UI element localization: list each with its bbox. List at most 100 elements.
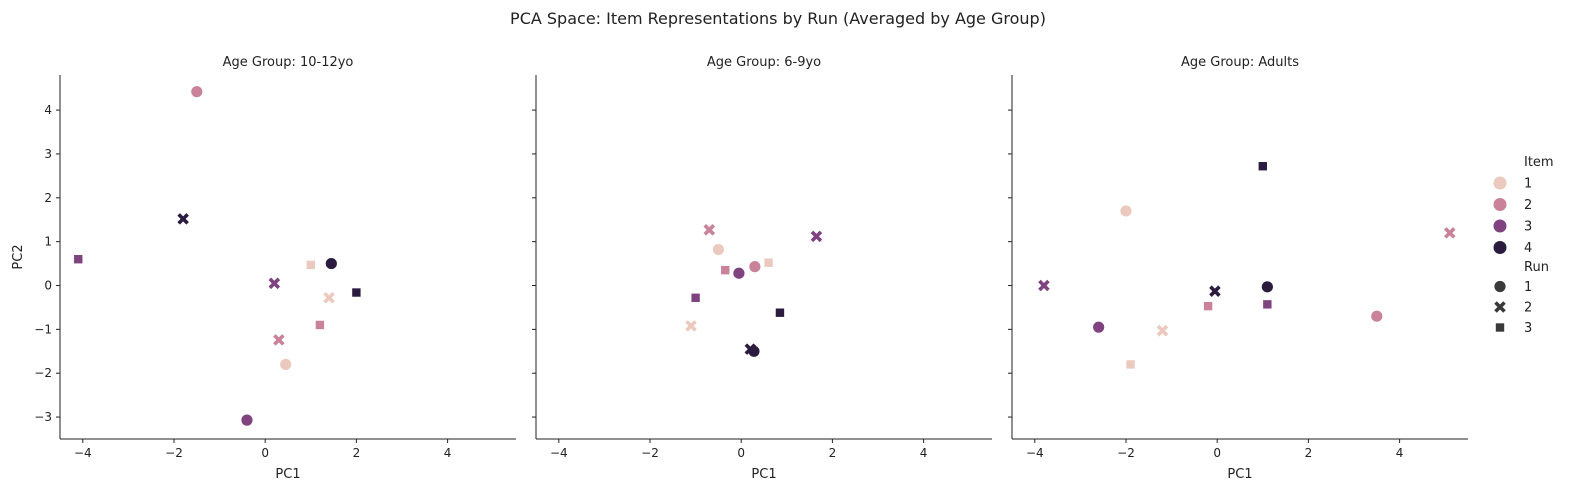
y-tick-label: −3 <box>34 410 52 424</box>
data-point-item4-run2 <box>177 213 189 225</box>
panel-3: Age Group: Adults −4 −2 0 2 4 PC1 <box>1008 55 1468 482</box>
legend-item-label: 4 <box>1524 241 1532 256</box>
legend-item-swatch <box>1493 176 1507 190</box>
legend-run-marker <box>1493 280 1507 293</box>
legend: Item 1 2 3 4 Run 1 2 3 <box>1493 155 1554 336</box>
data-point-item4-run3 <box>775 307 785 318</box>
figure-title: PCA Space: Item Representations by Run (… <box>510 9 1046 28</box>
data-point-item3-run2 <box>268 277 281 290</box>
data-point-item1-run1 <box>279 358 293 371</box>
x-tick-label: 4 <box>444 446 452 460</box>
y-tick-label: 0 <box>44 279 52 293</box>
data-point-item4-run2 <box>1209 285 1221 297</box>
data-point-item3-run3 <box>690 292 701 303</box>
data-point-item3-run1 <box>1092 320 1106 334</box>
x-tick-label: 2 <box>353 446 361 460</box>
x-tick-label: 0 <box>1213 446 1221 460</box>
y-axis-label: PC2 <box>11 244 26 269</box>
data-point-item4-run3 <box>1258 161 1268 172</box>
x-tick-label: 2 <box>829 446 837 460</box>
data-point-item3-run1 <box>240 413 254 427</box>
data-point-item2-run3 <box>1203 301 1213 311</box>
legend-run-marker <box>1495 322 1505 333</box>
data-point-item1-run2-stroke-b <box>685 320 697 332</box>
data-point-item4-run2-stroke-b <box>1209 285 1221 297</box>
data-point-item1-run2-stroke-b <box>1156 324 1169 337</box>
y-tick-label: 4 <box>44 103 52 117</box>
y-tick-label: 3 <box>44 147 52 161</box>
x-axis-label: PC1 <box>1227 467 1252 482</box>
data-point-item4-run2-stroke-b <box>177 213 189 225</box>
data-point-item4-run2-stroke-b <box>744 343 757 355</box>
x-tick-label: −2 <box>641 446 659 460</box>
x-tick-label: 0 <box>261 446 269 460</box>
legend-item-swatch <box>1493 219 1507 233</box>
x-axis-label: PC1 <box>751 467 776 482</box>
data-point-item3-run2-stroke-b <box>1038 279 1050 292</box>
data-point-item2-run2 <box>703 224 716 236</box>
legend-run-label: 1 <box>1524 280 1532 295</box>
data-point-item1-run1 <box>1119 204 1133 218</box>
data-point-item4-run2 <box>744 343 757 355</box>
data-point-item1-run3 <box>763 257 774 268</box>
data-point-item3-run2 <box>810 230 823 243</box>
data-point-item2-run1 <box>748 260 762 274</box>
data-point-item1-run3 <box>1125 359 1136 370</box>
x-axis-label: PC1 <box>275 467 300 482</box>
data-point-item3-run1 <box>732 266 746 280</box>
data-point-item1-run1 <box>712 243 725 256</box>
x-tick-label: 2 <box>1305 446 1313 460</box>
data-point-item2-run2-stroke-b <box>1443 227 1456 239</box>
legend-item-label: 3 <box>1524 220 1532 235</box>
y-tick-label: −2 <box>34 366 52 380</box>
data-point-item1-run2 <box>323 292 335 304</box>
legend-item-title: Item <box>1524 155 1554 170</box>
data-points <box>1038 161 1456 370</box>
x-tick-label: 4 <box>920 446 928 460</box>
data-point-item2-run2-stroke-b <box>273 334 285 346</box>
x-tick-label: −4 <box>74 446 92 460</box>
x-tick-label: −4 <box>1026 446 1044 460</box>
data-points <box>685 224 823 358</box>
panel-title: Age Group: Adults <box>1181 55 1299 70</box>
y-tick-label: 1 <box>44 235 52 249</box>
panel-2: Age Group: 6-9yo −4 −2 0 2 4 PC1 <box>532 55 992 482</box>
data-point-item2-run1 <box>190 85 204 99</box>
data-point-item4-run3 <box>351 287 362 298</box>
data-point-item2-run3 <box>720 265 731 275</box>
data-point-item4-run1 <box>324 257 338 270</box>
data-point-item4-run1 <box>1260 280 1274 294</box>
legend-run-marker-stroke-b <box>1494 301 1506 313</box>
legend-item-swatch <box>1493 241 1507 254</box>
data-point-item3-run2-stroke-b <box>810 230 823 243</box>
panel-title: Age Group: 10-12yo <box>223 55 354 70</box>
data-point-item2-run2 <box>273 334 285 346</box>
panel-1: Age Group: 10-12yo −4 −2 0 2 4 −3 −2 −1 0 1 2 3 4 PC1 P… <box>11 55 516 482</box>
legend-run-label: 2 <box>1524 301 1532 316</box>
legend-item-label: 2 <box>1524 198 1532 213</box>
x-tick-label: −2 <box>165 446 183 460</box>
data-point-item2-run2-stroke-b <box>703 224 716 236</box>
x-tick-label: 0 <box>737 446 745 460</box>
data-point-item2-run3 <box>315 320 325 330</box>
y-tick-label: 2 <box>44 191 52 205</box>
data-point-item1-run3 <box>305 260 316 270</box>
y-tick-label: −1 <box>34 322 52 336</box>
data-point-item3-run3 <box>73 254 84 264</box>
legend-run-marker <box>1494 301 1506 313</box>
data-point-item1-run2-stroke-b <box>323 292 335 304</box>
data-point-item3-run2 <box>1038 279 1050 292</box>
legend-item-label: 1 <box>1524 177 1532 192</box>
data-point-item1-run2 <box>685 320 697 332</box>
data-point-item3-run2-stroke-b <box>268 277 281 290</box>
data-points <box>73 85 362 427</box>
data-point-item2-run2 <box>1443 227 1456 239</box>
legend-run-label: 3 <box>1524 321 1532 336</box>
x-tick-label: 4 <box>1396 446 1404 460</box>
legend-item-swatch <box>1493 198 1507 211</box>
panels: Age Group: 10-12yo −4 −2 0 2 4 −3 −2 −1 0 1 2 3 4 PC1 P… <box>11 55 1468 482</box>
data-point-item2-run1 <box>1370 309 1384 323</box>
legend-run-title: Run <box>1524 260 1549 275</box>
